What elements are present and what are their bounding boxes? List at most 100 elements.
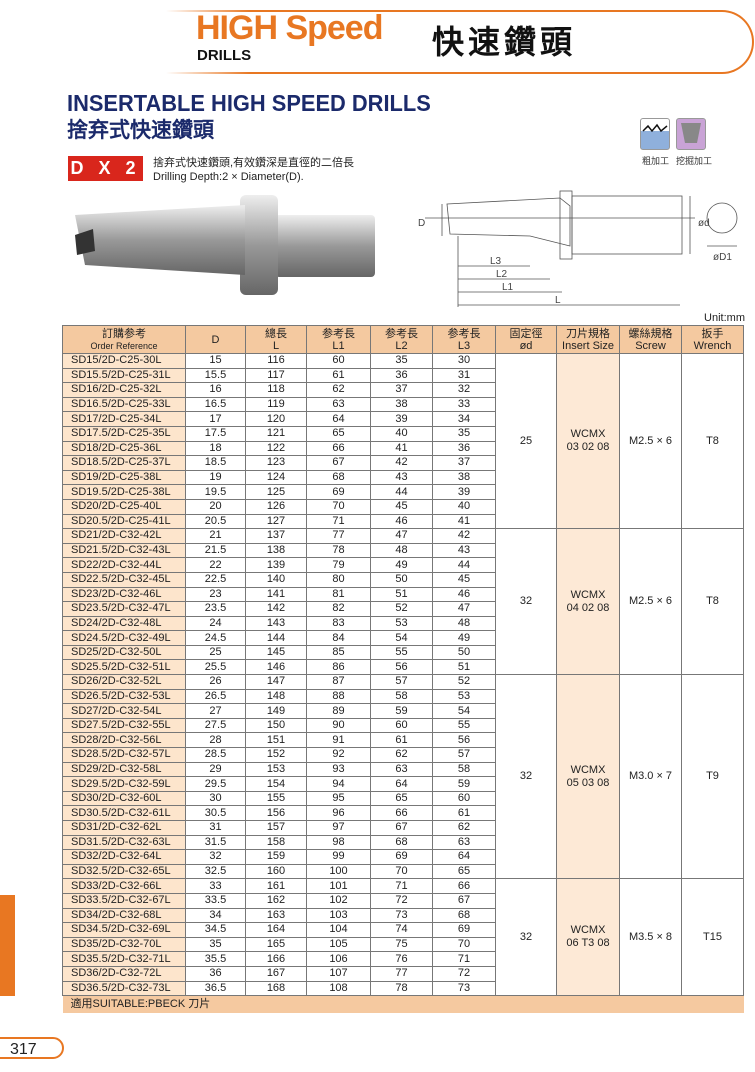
order-reference-cell: SD23/2D-C32-46L [62, 586, 186, 603]
column-header: 固定徑 ød [495, 325, 557, 354]
order-reference-cell: SD15/2D-C25-30L [62, 353, 186, 369]
order-reference-cell: SD23.5/2D-C32-47L [62, 601, 186, 617]
table-row: SD31/2D-C32-62L 31 157 97 67 62 [62, 820, 744, 836]
dim-label: L2 [496, 269, 508, 280]
value-cell: 67 [306, 455, 371, 471]
table-row: SD23.5/2D-C32-47L 23.5 142 82 52 47 [62, 601, 744, 617]
value-cell: 142 [245, 601, 307, 617]
value-cell: 140 [245, 571, 307, 588]
page-title: INSERTABLE HIGH SPEED DRILLS [67, 90, 431, 116]
order-reference-cell: SD30.5/2D-C32-61L [62, 805, 186, 821]
order-reference-cell: SD21.5/2D-C32-43L [62, 542, 186, 559]
dx2-badge: D X 2 [68, 156, 143, 181]
banner-drills: DRILLS [197, 47, 252, 64]
value-cell: 21 [185, 528, 246, 544]
value-cell: 78 [370, 980, 433, 997]
value-cell: 144 [245, 630, 307, 646]
value-cell: 22.5 [185, 571, 246, 588]
table-row: SD32/2D-C32-64L 32 159 99 69 64 [62, 849, 744, 865]
order-reference-cell: SD17.5/2D-C25-35L [62, 425, 186, 442]
value-cell: 120 [245, 411, 307, 427]
shank-diameter-cell: 25 [495, 352, 557, 530]
value-cell: 78 [306, 542, 371, 559]
table-row: SD33/2D-C32-66L 33 161 101 71 66 32 WCMX 06 T3 0… [62, 878, 744, 997]
value-cell: 50 [370, 571, 433, 588]
side-tab [0, 895, 15, 996]
screw-cell: M2.5 × 6 [619, 528, 682, 676]
value-cell: 57 [370, 674, 433, 690]
value-cell: 85 [306, 644, 371, 661]
description: 捨弃式快速鑽頭,有效鑽深是直徑的二倍長 Drilling Depth:2 × D… [153, 157, 355, 183]
value-cell: 43 [370, 469, 433, 486]
value-cell: 69 [306, 484, 371, 500]
column-header: 参考長 L3 [432, 325, 496, 354]
dim-label: D [418, 218, 425, 229]
value-cell: 116 [245, 353, 307, 369]
value-cell: 24 [185, 615, 246, 632]
value-cell: 17.5 [185, 425, 246, 442]
value-cell: 47 [370, 528, 433, 544]
table-row: SD29.5/2D-C32-59L 29.5 154 94 64 59 [62, 776, 744, 792]
banner-chinese: 快速鑽頭 [432, 23, 577, 61]
value-cell: 95 [306, 790, 371, 807]
order-reference-cell: SD16/2D-C25-32L [62, 382, 186, 398]
order-reference-cell: SD21/2D-C32-42L [62, 528, 186, 544]
value-cell: 76 [370, 951, 433, 967]
value-cell: 40 [370, 425, 433, 442]
value-cell: 166 [245, 951, 307, 967]
order-reference-cell: SD19.5/2D-C25-38L [62, 484, 186, 500]
value-cell: 65 [306, 425, 371, 442]
value-cell: 48 [432, 615, 496, 632]
value-cell: 71 [370, 878, 433, 894]
column-header: 参考長 L2 [370, 325, 433, 354]
order-reference-cell: SD27/2D-C32-54L [62, 703, 186, 719]
value-cell: 30.5 [185, 805, 246, 821]
value-cell: 34 [432, 411, 496, 427]
value-cell: 79 [306, 557, 371, 573]
value-cell: 54 [432, 703, 496, 719]
value-cell: 47 [432, 601, 496, 617]
dim-label: øD1 [713, 252, 732, 263]
order-reference-cell: SD35/2D-C32-70L [62, 936, 186, 953]
value-cell: 49 [370, 557, 433, 573]
value-cell: 15 [185, 353, 246, 369]
value-cell: 86 [306, 659, 371, 676]
value-cell: 46 [370, 513, 433, 530]
value-cell: 68 [370, 834, 433, 851]
value-cell: 32.5 [185, 863, 246, 880]
value-cell: 72 [432, 965, 496, 982]
page-title-cn: 捨弃式快速鑽頭 [67, 118, 214, 142]
value-cell: 72 [370, 892, 433, 909]
value-cell: 31.5 [185, 834, 246, 851]
value-cell: 122 [245, 440, 307, 457]
value-cell: 84 [306, 630, 371, 646]
value-cell: 53 [432, 688, 496, 705]
drill-dimension-diagram: D L3 L2 L1 L ød øD1 [418, 190, 738, 307]
spec-table: 訂購参考 Order Reference D 總長 L 参考長 L1 参考長 L2 参考長 L3 固定… [62, 325, 744, 1014]
value-cell: 71 [432, 951, 496, 967]
order-reference-cell: SD36/2D-C32-72L [62, 965, 186, 982]
value-cell: 121 [245, 425, 307, 442]
value-cell: 66 [432, 878, 496, 894]
value-cell: 20.5 [185, 513, 246, 530]
value-cell: 88 [306, 688, 371, 705]
value-cell: 33 [432, 396, 496, 413]
value-cell: 35 [185, 936, 246, 953]
value-cell: 28.5 [185, 747, 246, 763]
value-cell: 145 [245, 644, 307, 661]
value-cell: 138 [245, 542, 307, 559]
value-cell: 157 [245, 820, 307, 836]
value-cell: 35 [432, 425, 496, 442]
table-row: SD28/2D-C32-56L 28 151 91 61 56 [62, 732, 744, 749]
value-cell: 45 [370, 498, 433, 515]
value-cell: 158 [245, 834, 307, 851]
order-reference-cell: SD24/2D-C32-48L [62, 615, 186, 632]
value-cell: 80 [306, 571, 371, 588]
roughing-icon [640, 118, 670, 150]
wrench-cell: T8 [681, 528, 744, 676]
value-cell: 69 [370, 849, 433, 865]
value-cell: 154 [245, 776, 307, 792]
value-cell: 71 [306, 513, 371, 530]
value-cell: 83 [306, 615, 371, 632]
value-cell: 106 [306, 951, 371, 967]
